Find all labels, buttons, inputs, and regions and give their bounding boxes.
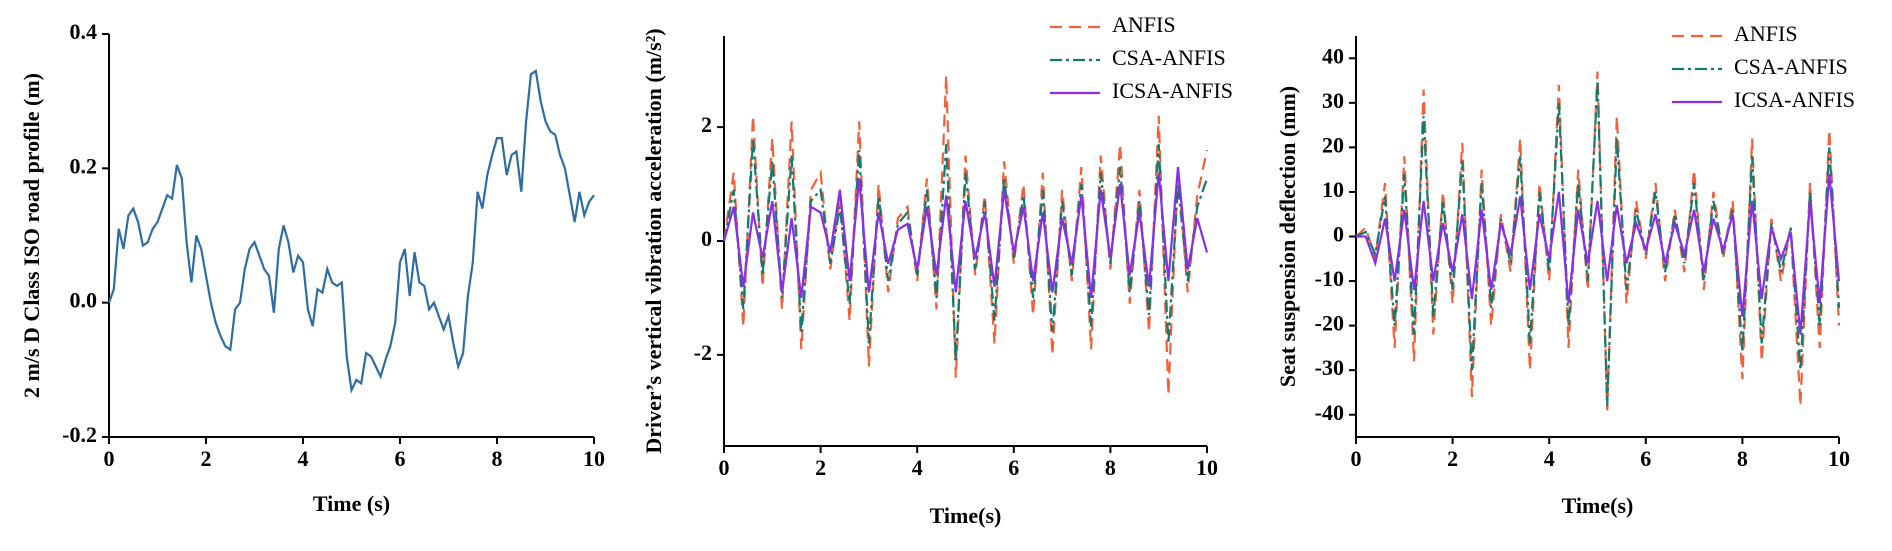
x-tick-label: 8 [492,446,503,471]
y-tick-label: -10 [1315,266,1344,291]
x-tick-label: 4 [298,446,309,471]
x-tick-label: 4 [912,455,923,480]
x-tick-label: 8 [1737,446,1748,471]
x-tick-label: 8 [1105,455,1116,480]
x-tick-label: 10 [583,446,605,471]
data-line [1356,174,1841,335]
y-tick-label: 0.4 [70,19,98,44]
y-tick-label: -40 [1315,400,1344,425]
y-axis-label: Driver’s vertical vibration acceleration… [641,28,666,453]
y-tick-label: 40 [1322,43,1344,68]
x-tick-label: 10 [1828,446,1850,471]
legend-label: ICSA-ANFIS [1734,87,1855,112]
legend-label: ANFIS [1112,12,1176,37]
x-tick-label: 10 [1196,455,1218,480]
x-tick-label: 0 [1351,446,1362,471]
x-tick-label: 0 [104,446,115,471]
x-tick-label: 6 [395,446,406,471]
y-tick-label: 30 [1322,88,1344,113]
y-tick-label: 0 [701,226,712,251]
y-tick-label: 20 [1322,132,1344,157]
legend-label: CSA-ANFIS [1112,45,1226,70]
x-tick-label: 2 [1447,446,1458,471]
y-axis-label: 2 m/s D Class ISO road profile (m) [19,73,44,398]
x-tick-label: 6 [1008,455,1019,480]
y-tick-label: 0.0 [70,288,98,313]
y-tick-label: -30 [1315,355,1344,380]
x-axis-label: Time (s) [313,491,390,516]
legend-label: ANFIS [1734,21,1798,46]
y-tick-label: -20 [1315,311,1344,336]
x-tick-label: 2 [815,455,826,480]
legend-label: CSA-ANFIS [1734,54,1848,79]
x-axis-label: Time(s) [930,503,1002,528]
y-tick-label: 2 [701,112,712,137]
y-axis-label: Seat suspension deflection (mm) [1275,86,1300,387]
data-line [107,69,595,394]
x-tick-label: 6 [1640,446,1651,471]
x-tick-label: 4 [1544,446,1555,471]
x-tick-label: 0 [719,455,730,480]
x-axis-label: Time(s) [1562,493,1634,518]
data-line [1355,80,1841,406]
y-tick-label: 0.2 [70,153,98,178]
data-line [1355,71,1841,411]
x-tick-label: 2 [201,446,212,471]
data-line [722,166,1209,299]
y-tick-label: -2 [694,340,712,365]
y-tick-label: -0.2 [62,422,97,447]
y-tick-label: 10 [1322,177,1344,202]
y-tick-label: 0 [1333,222,1344,247]
legend-label: ICSA-ANFIS [1112,78,1233,103]
